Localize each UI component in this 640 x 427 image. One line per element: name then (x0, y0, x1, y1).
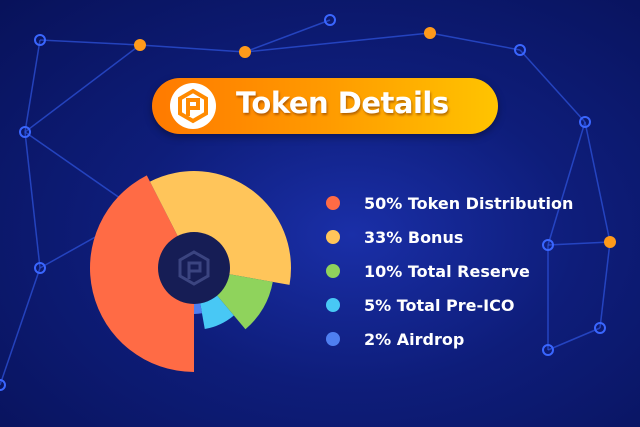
network-node (542, 344, 554, 356)
network-node (19, 126, 31, 138)
legend-dot (326, 230, 340, 244)
network-node (542, 239, 554, 251)
network-line (244, 19, 331, 53)
legend-dot (326, 264, 340, 278)
network-node (424, 27, 436, 39)
network-node (324, 14, 336, 26)
network-line (519, 49, 586, 123)
network-line (0, 267, 41, 386)
pie-slice-token-distribution (89, 175, 194, 372)
legend: 50% Token Distribution 33% Bonus 10% Tot… (326, 186, 573, 356)
center-logo-icon (178, 250, 210, 286)
chart-center (158, 232, 230, 304)
legend-item: 50% Token Distribution (326, 186, 573, 220)
network-line (24, 44, 141, 133)
network-line (244, 32, 431, 53)
network-line (429, 32, 521, 51)
legend-label: 5% Total Pre-ICO (364, 295, 515, 315)
legend-dot (326, 332, 340, 346)
network-node (34, 262, 46, 274)
legend-label: 50% Token Distribution (364, 193, 574, 213)
network-line (139, 44, 246, 53)
title-banner: Token Details (152, 78, 498, 134)
legend-label: 2% Airdrop (364, 329, 465, 349)
network-line (39, 39, 141, 46)
network-line (599, 241, 611, 329)
legend-item: 5% Total Pre-ICO (326, 288, 573, 322)
network-node (604, 236, 616, 248)
network-node (594, 322, 606, 334)
network-line (584, 121, 611, 243)
legend-item: 10% Total Reserve (326, 254, 573, 288)
logo-icon (170, 83, 216, 129)
pie-slice-bonus (149, 170, 291, 285)
legend-label: 10% Total Reserve (364, 261, 530, 281)
network-node (34, 34, 46, 46)
network-line (547, 121, 586, 246)
legend-item: 2% Airdrop (326, 322, 573, 356)
legend-dot (326, 298, 340, 312)
legend-label: 33% Bonus (364, 227, 464, 247)
legend-dot (326, 196, 340, 210)
network-node (239, 46, 251, 58)
network-line (24, 39, 41, 133)
network-line (547, 327, 601, 351)
network-node (514, 44, 526, 56)
network-line (547, 241, 611, 246)
legend-item: 33% Bonus (326, 220, 573, 254)
network-line (24, 131, 41, 269)
network-node (0, 379, 6, 391)
network-node (579, 116, 591, 128)
page-title: Token Details (236, 86, 449, 120)
network-node (134, 39, 146, 51)
